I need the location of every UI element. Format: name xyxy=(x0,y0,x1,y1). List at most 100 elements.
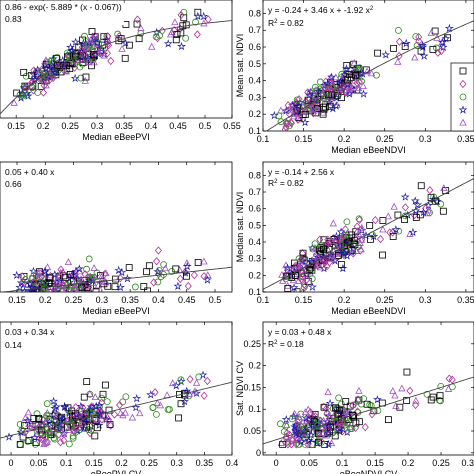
data-point-diamond xyxy=(386,228,394,237)
data-point-star xyxy=(391,225,401,234)
data-point-triangle xyxy=(137,24,145,31)
legend-box xyxy=(450,62,474,132)
data-point-triangle xyxy=(423,209,432,217)
data-point-square xyxy=(335,410,343,418)
x-tick-label: 0.25 xyxy=(376,134,394,144)
data-point-circle xyxy=(20,83,28,91)
data-point-triangle xyxy=(279,276,287,284)
data-point-diamond xyxy=(321,255,329,264)
y-tick-label: 0.7 xyxy=(248,25,261,35)
data-point-triangle xyxy=(353,227,361,234)
data-point-triangle xyxy=(73,410,81,418)
data-point-diamond xyxy=(284,440,292,449)
data-point-triangle xyxy=(128,413,137,421)
data-point-star xyxy=(331,101,341,110)
data-point-diamond xyxy=(395,37,404,46)
data-point-diamond xyxy=(200,391,208,400)
data-point-diamond xyxy=(324,235,332,244)
data-point-circle xyxy=(300,425,308,433)
x-tick-label: 0.5 xyxy=(209,295,222,305)
data-point-diamond xyxy=(154,34,162,43)
data-point-square xyxy=(30,415,38,423)
data-point-diamond xyxy=(60,436,68,445)
data-point-circle xyxy=(182,34,190,42)
data-point-square xyxy=(16,440,24,448)
legend-marker-square xyxy=(459,67,467,75)
data-point-circle xyxy=(412,33,420,40)
data-point-square xyxy=(345,71,353,78)
data-point-triangle xyxy=(166,30,175,38)
data-point-diamond xyxy=(98,398,106,407)
data-point-square xyxy=(284,285,292,292)
data-point-star xyxy=(332,231,341,241)
data-point-star xyxy=(84,276,94,285)
r-squared: 0.66 xyxy=(5,179,22,189)
data-point-star xyxy=(70,73,80,83)
points xyxy=(0,370,232,448)
data-point-circle xyxy=(79,282,86,289)
points xyxy=(0,8,232,115)
data-point-square xyxy=(121,54,129,62)
data-point-circle xyxy=(335,394,343,402)
data-point-star xyxy=(114,265,123,275)
data-point-square xyxy=(379,217,387,224)
data-point-circle xyxy=(347,424,355,432)
data-point-triangle xyxy=(394,57,402,65)
data-point-diamond xyxy=(282,122,290,131)
data-point-circle xyxy=(149,403,157,411)
data-point-square xyxy=(140,283,148,290)
data-point-square xyxy=(177,400,185,408)
y-tick-label: 0.1 xyxy=(248,287,261,297)
x-tick-label: 0.3 xyxy=(461,458,474,468)
y-tick-label: 0.15 xyxy=(243,382,261,392)
y-tick-label: 0.5 xyxy=(248,220,261,230)
data-point-star xyxy=(132,393,142,403)
data-point-triangle xyxy=(390,202,398,210)
data-point-diamond xyxy=(200,272,208,281)
x-axis-label: eBeePVI CV xyxy=(91,469,142,474)
data-point-star xyxy=(324,439,333,449)
data-point-diamond xyxy=(38,435,46,444)
data-point-square xyxy=(64,53,71,61)
data-point-triangle xyxy=(121,408,130,416)
data-point-circle xyxy=(31,440,39,448)
data-point-triangle xyxy=(391,391,399,399)
data-point-circle xyxy=(40,280,48,288)
data-point-circle xyxy=(437,397,444,405)
fit-curve xyxy=(265,20,474,131)
data-point-star xyxy=(49,396,58,406)
data-point-diamond xyxy=(361,423,369,432)
data-point-triangle xyxy=(24,408,33,416)
data-point-triangle xyxy=(354,84,363,92)
data-point-square xyxy=(367,235,374,243)
data-point-star xyxy=(325,398,335,408)
data-point-triangle xyxy=(161,264,170,272)
data-point-star xyxy=(327,72,336,81)
y-tick-label: 0.6 xyxy=(248,204,261,214)
x-tick-label: 0.35 xyxy=(121,295,139,305)
data-point-triangle xyxy=(35,272,44,280)
data-point-star xyxy=(121,38,131,47)
data-point-star xyxy=(419,207,428,217)
data-point-square xyxy=(29,275,37,283)
y-tick-label: 0.5 xyxy=(248,59,261,69)
y-tick-label: 0.05 xyxy=(243,426,261,436)
data-point-diamond xyxy=(376,235,384,244)
x-tick-label: 0.3 xyxy=(419,295,432,305)
x-axis-label: Median eBeeNDVI xyxy=(331,306,406,316)
data-point-square xyxy=(403,397,411,404)
data-point-square xyxy=(46,416,54,423)
fit-curve xyxy=(0,20,232,115)
data-point-diamond xyxy=(154,246,162,255)
data-point-diamond xyxy=(176,274,184,283)
data-point-diamond xyxy=(91,31,99,40)
data-point-triangle xyxy=(312,92,320,100)
data-point-square xyxy=(125,264,133,272)
data-point-star xyxy=(373,395,382,404)
data-point-circle xyxy=(329,405,337,413)
data-point-circle xyxy=(65,440,73,448)
data-point-square xyxy=(305,424,313,432)
data-point-star xyxy=(66,42,75,52)
data-point-triangle xyxy=(412,396,420,404)
data-point-triangle xyxy=(45,425,54,432)
